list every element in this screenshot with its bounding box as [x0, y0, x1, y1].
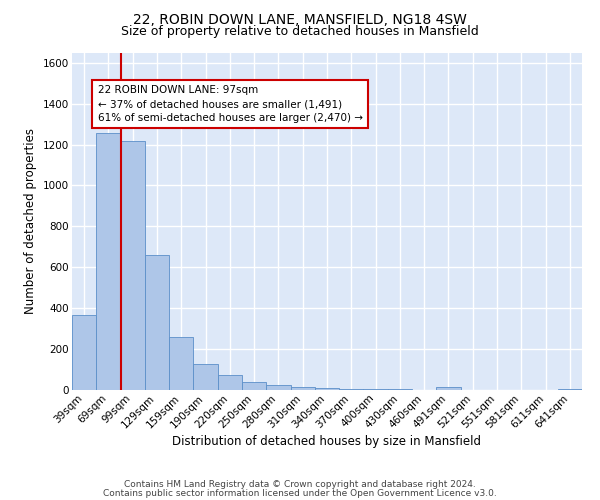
Bar	[290, 387, 315, 390]
Text: Contains HM Land Registry data © Crown copyright and database right 2024.: Contains HM Land Registry data © Crown c…	[124, 480, 476, 489]
Bar	[169, 337, 193, 390]
Bar	[96, 134, 121, 390]
Bar	[266, 385, 290, 390]
Bar	[436, 387, 461, 390]
X-axis label: Distribution of detached houses by size in Mansfield: Distribution of detached houses by size …	[173, 435, 482, 448]
Bar	[339, 388, 364, 390]
Text: 22 ROBIN DOWN LANE: 97sqm
← 37% of detached houses are smaller (1,491)
61% of se: 22 ROBIN DOWN LANE: 97sqm ← 37% of detac…	[97, 85, 362, 123]
Text: Size of property relative to detached houses in Mansfield: Size of property relative to detached ho…	[121, 25, 479, 38]
Bar	[193, 364, 218, 390]
Text: 22, ROBIN DOWN LANE, MANSFIELD, NG18 4SW: 22, ROBIN DOWN LANE, MANSFIELD, NG18 4SW	[133, 12, 467, 26]
Bar	[242, 382, 266, 390]
Bar	[145, 255, 169, 390]
Text: Contains public sector information licensed under the Open Government Licence v3: Contains public sector information licen…	[103, 489, 497, 498]
Bar	[218, 374, 242, 390]
Bar	[121, 142, 145, 390]
Bar	[364, 389, 388, 390]
Y-axis label: Number of detached properties: Number of detached properties	[25, 128, 37, 314]
Bar	[558, 389, 582, 390]
Bar	[315, 388, 339, 390]
Bar	[72, 316, 96, 390]
